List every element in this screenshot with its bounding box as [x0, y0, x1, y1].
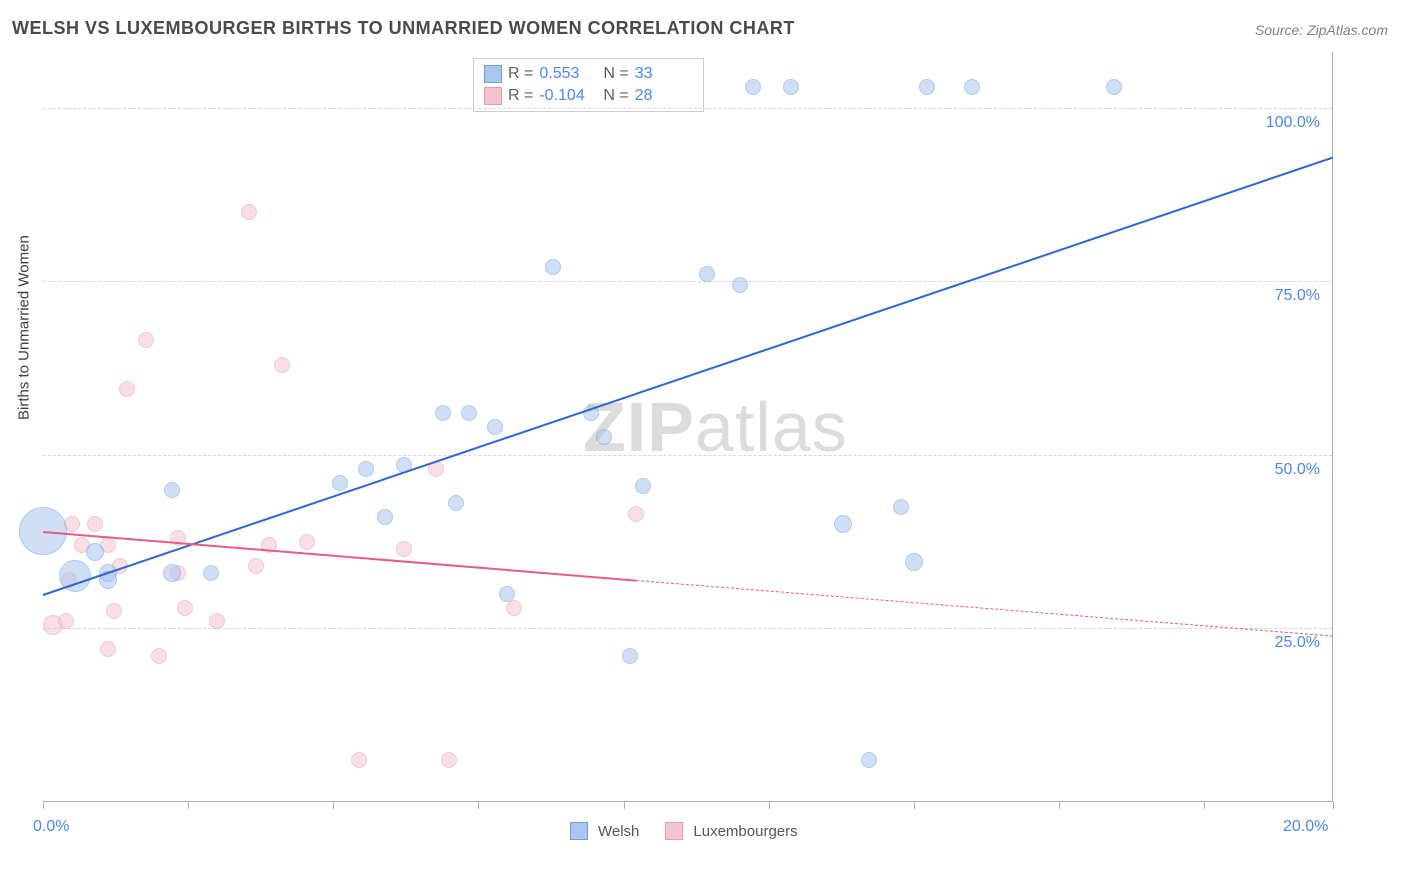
data-point-welsh [745, 79, 761, 95]
data-point-welsh [893, 499, 909, 515]
legend-label-welsh: Welsh [598, 823, 639, 840]
data-point-welsh [377, 509, 393, 525]
r-label: R = [508, 65, 533, 83]
x-tick [1204, 801, 1205, 809]
data-point-welsh [905, 553, 923, 571]
data-point-welsh [699, 266, 715, 282]
data-point-welsh [164, 482, 180, 498]
plot-area: ZIPatlas R = 0.553 N = 33 R = -0.104 N =… [43, 52, 1333, 802]
y-tick-label: 50.0% [1275, 461, 1320, 479]
y-axis-label: Births to Unmarried Women [16, 235, 33, 420]
swatch-lux [484, 87, 502, 105]
n-value-lux: 28 [635, 87, 693, 105]
n-label: N = [603, 87, 628, 105]
data-point-welsh [163, 564, 181, 582]
data-point-welsh [1106, 79, 1122, 95]
regression-line [43, 531, 637, 582]
x-tick-label: 20.0% [1283, 818, 1328, 836]
x-tick [43, 801, 44, 809]
data-point-welsh [332, 475, 348, 491]
r-value-lux: -0.104 [539, 87, 597, 105]
swatch-welsh [570, 822, 588, 840]
data-point-welsh [861, 752, 877, 768]
x-tick [1059, 801, 1060, 809]
data-point-lux [506, 600, 522, 616]
data-point-welsh [86, 543, 104, 561]
n-label: N = [603, 65, 628, 83]
data-point-welsh [834, 515, 852, 533]
data-point-lux [396, 541, 412, 557]
data-point-welsh [487, 419, 503, 435]
r-label: R = [508, 87, 533, 105]
data-point-welsh [545, 259, 561, 275]
regression-line [43, 156, 1334, 595]
data-point-lux [138, 332, 154, 348]
stats-row-lux: R = -0.104 N = 28 [484, 85, 693, 107]
data-point-welsh [448, 495, 464, 511]
data-point-lux [628, 506, 644, 522]
data-point-lux [441, 752, 457, 768]
x-tick [478, 801, 479, 809]
y-tick-label: 75.0% [1275, 287, 1320, 305]
data-point-lux [177, 600, 193, 616]
data-point-lux [274, 357, 290, 373]
data-point-welsh [635, 478, 651, 494]
series-legend: Welsh Luxembourgers [570, 822, 798, 840]
stats-legend: R = 0.553 N = 33 R = -0.104 N = 28 [473, 58, 704, 112]
x-tick [333, 801, 334, 809]
data-point-welsh [203, 565, 219, 581]
x-tick [769, 801, 770, 809]
x-tick-label: 0.0% [33, 818, 69, 836]
n-value-welsh: 33 [635, 65, 693, 83]
chart-title: WELSH VS LUXEMBOURGER BIRTHS TO UNMARRIE… [12, 18, 795, 39]
data-point-lux [209, 613, 225, 629]
swatch-lux [665, 822, 683, 840]
x-tick [1333, 801, 1334, 809]
data-point-lux [58, 613, 74, 629]
x-tick [914, 801, 915, 809]
data-point-lux [248, 558, 264, 574]
gridline [43, 628, 1332, 629]
data-point-welsh [435, 405, 451, 421]
data-point-lux [106, 603, 122, 619]
x-tick [624, 801, 625, 809]
data-point-welsh [622, 648, 638, 664]
chart-container: { "title": "WELSH VS LUXEMBOURGER BIRTHS… [0, 0, 1406, 892]
y-tick-label: 25.0% [1275, 634, 1320, 652]
gridline [43, 281, 1332, 282]
data-point-lux [151, 648, 167, 664]
gridline [43, 455, 1332, 456]
data-point-welsh [358, 461, 374, 477]
y-tick-label: 100.0% [1266, 114, 1320, 132]
swatch-welsh [484, 65, 502, 83]
r-value-welsh: 0.553 [539, 65, 597, 83]
data-point-welsh [964, 79, 980, 95]
data-point-lux [119, 381, 135, 397]
data-point-welsh [596, 429, 612, 445]
data-point-lux [100, 641, 116, 657]
data-point-lux [299, 534, 315, 550]
data-point-lux [241, 204, 257, 220]
data-point-welsh [732, 277, 748, 293]
data-point-welsh [919, 79, 935, 95]
x-tick [188, 801, 189, 809]
data-point-welsh [461, 405, 477, 421]
source-attribution: Source: ZipAtlas.com [1255, 22, 1388, 38]
gridline [43, 108, 1332, 109]
legend-label-lux: Luxembourgers [693, 823, 797, 840]
data-point-lux [87, 516, 103, 532]
data-point-welsh [783, 79, 799, 95]
data-point-welsh [499, 586, 515, 602]
data-point-lux [351, 752, 367, 768]
stats-row-welsh: R = 0.553 N = 33 [484, 63, 693, 85]
